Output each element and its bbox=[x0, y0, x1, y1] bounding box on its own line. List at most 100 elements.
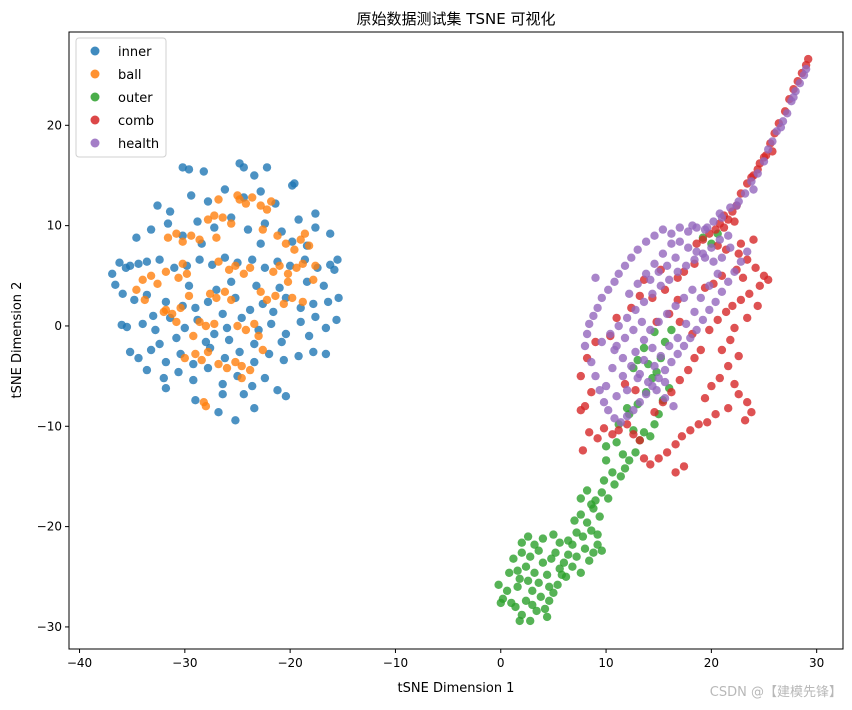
point-inner bbox=[218, 379, 227, 389]
legend-marker-health bbox=[90, 138, 100, 148]
point-comb bbox=[703, 418, 712, 427]
point-inner bbox=[153, 201, 162, 210]
point-health bbox=[646, 275, 655, 284]
point-health bbox=[614, 321, 623, 331]
y-tick-label: 10 bbox=[47, 219, 62, 233]
point-ball bbox=[241, 325, 251, 335]
point-health bbox=[627, 361, 636, 371]
point-outer bbox=[601, 442, 611, 451]
point-outer bbox=[593, 530, 602, 539]
legend-marker-ball bbox=[90, 69, 100, 79]
point-health bbox=[660, 394, 670, 403]
point-outer bbox=[545, 596, 554, 605]
point-outer bbox=[667, 325, 676, 335]
point-health bbox=[671, 253, 680, 262]
point-health bbox=[717, 253, 727, 262]
point-ball bbox=[222, 363, 232, 373]
point-ball bbox=[239, 269, 248, 278]
point-outer bbox=[551, 548, 560, 557]
point-comb bbox=[576, 371, 585, 381]
point-inner bbox=[134, 259, 143, 268]
point-inner bbox=[326, 229, 335, 238]
point-outer bbox=[542, 570, 552, 579]
point-inner bbox=[288, 237, 297, 246]
point-ball bbox=[262, 295, 272, 305]
point-outer bbox=[639, 343, 649, 353]
point-outer bbox=[557, 570, 566, 579]
point-inner bbox=[220, 185, 230, 194]
point-comb bbox=[679, 462, 689, 471]
point-inner bbox=[122, 322, 132, 332]
point-ball bbox=[250, 319, 259, 329]
point-inner bbox=[172, 333, 181, 343]
point-ball bbox=[140, 295, 149, 305]
point-ball bbox=[161, 267, 171, 276]
point-outer bbox=[534, 546, 543, 555]
point-inner bbox=[330, 265, 339, 274]
point-health bbox=[690, 255, 699, 264]
point-ball bbox=[296, 235, 305, 244]
point-inner bbox=[302, 277, 312, 286]
point-ball bbox=[227, 219, 236, 228]
point-inner bbox=[224, 335, 234, 345]
point-comb bbox=[734, 390, 743, 399]
point-health bbox=[726, 203, 735, 212]
point-health bbox=[675, 223, 684, 232]
point-health bbox=[629, 325, 638, 335]
point-outer bbox=[576, 494, 585, 503]
point-ball bbox=[288, 293, 297, 303]
point-health bbox=[612, 392, 621, 401]
point-outer bbox=[585, 556, 594, 565]
point-health bbox=[743, 247, 752, 256]
point-comb bbox=[635, 291, 644, 301]
point-comb bbox=[614, 426, 623, 435]
point-outer bbox=[646, 432, 655, 441]
point-comb bbox=[593, 434, 602, 443]
point-outer bbox=[517, 548, 526, 557]
point-comb bbox=[711, 225, 720, 234]
point-ball bbox=[262, 205, 272, 214]
point-comb bbox=[707, 381, 716, 391]
point-health bbox=[580, 341, 590, 351]
point-health bbox=[633, 373, 642, 383]
x-axis-ticks: −40 −30 −20 −10 0 10 20 30 bbox=[67, 649, 824, 670]
point-health bbox=[688, 285, 697, 294]
point-inner bbox=[142, 365, 152, 375]
point-comb bbox=[747, 408, 756, 417]
point-inner bbox=[191, 303, 200, 313]
point-inner bbox=[218, 309, 227, 319]
point-health bbox=[650, 361, 659, 371]
x-axis-label: tSNE Dimension 1 bbox=[398, 681, 515, 696]
point-inner bbox=[155, 255, 164, 264]
point-ball bbox=[182, 269, 192, 278]
point-inner bbox=[178, 231, 187, 240]
point-comb bbox=[715, 373, 724, 383]
point-ball bbox=[245, 365, 255, 375]
point-health bbox=[604, 406, 613, 415]
point-health bbox=[633, 279, 642, 288]
point-inner bbox=[267, 319, 276, 329]
point-comb bbox=[650, 408, 659, 417]
point-ball bbox=[231, 261, 240, 270]
point-health bbox=[648, 343, 657, 353]
point-ball bbox=[237, 361, 246, 371]
point-inner bbox=[235, 347, 244, 357]
point-ball bbox=[184, 291, 194, 301]
point-inner bbox=[203, 297, 213, 307]
point-health bbox=[709, 217, 718, 226]
x-tick-label: −40 bbox=[67, 656, 92, 670]
series-ball bbox=[132, 191, 320, 411]
point-health bbox=[795, 79, 804, 88]
point-health bbox=[667, 357, 676, 367]
point-comb bbox=[736, 295, 746, 305]
point-health bbox=[696, 293, 705, 303]
point-comb bbox=[736, 239, 746, 248]
point-outer bbox=[572, 528, 581, 537]
point-health bbox=[595, 386, 604, 395]
point-ball bbox=[311, 261, 320, 270]
y-tick-label: 0 bbox=[54, 319, 62, 333]
point-health bbox=[709, 257, 718, 266]
point-health bbox=[620, 261, 630, 270]
point-health bbox=[662, 261, 672, 270]
x-tick-label: 0 bbox=[497, 656, 505, 670]
